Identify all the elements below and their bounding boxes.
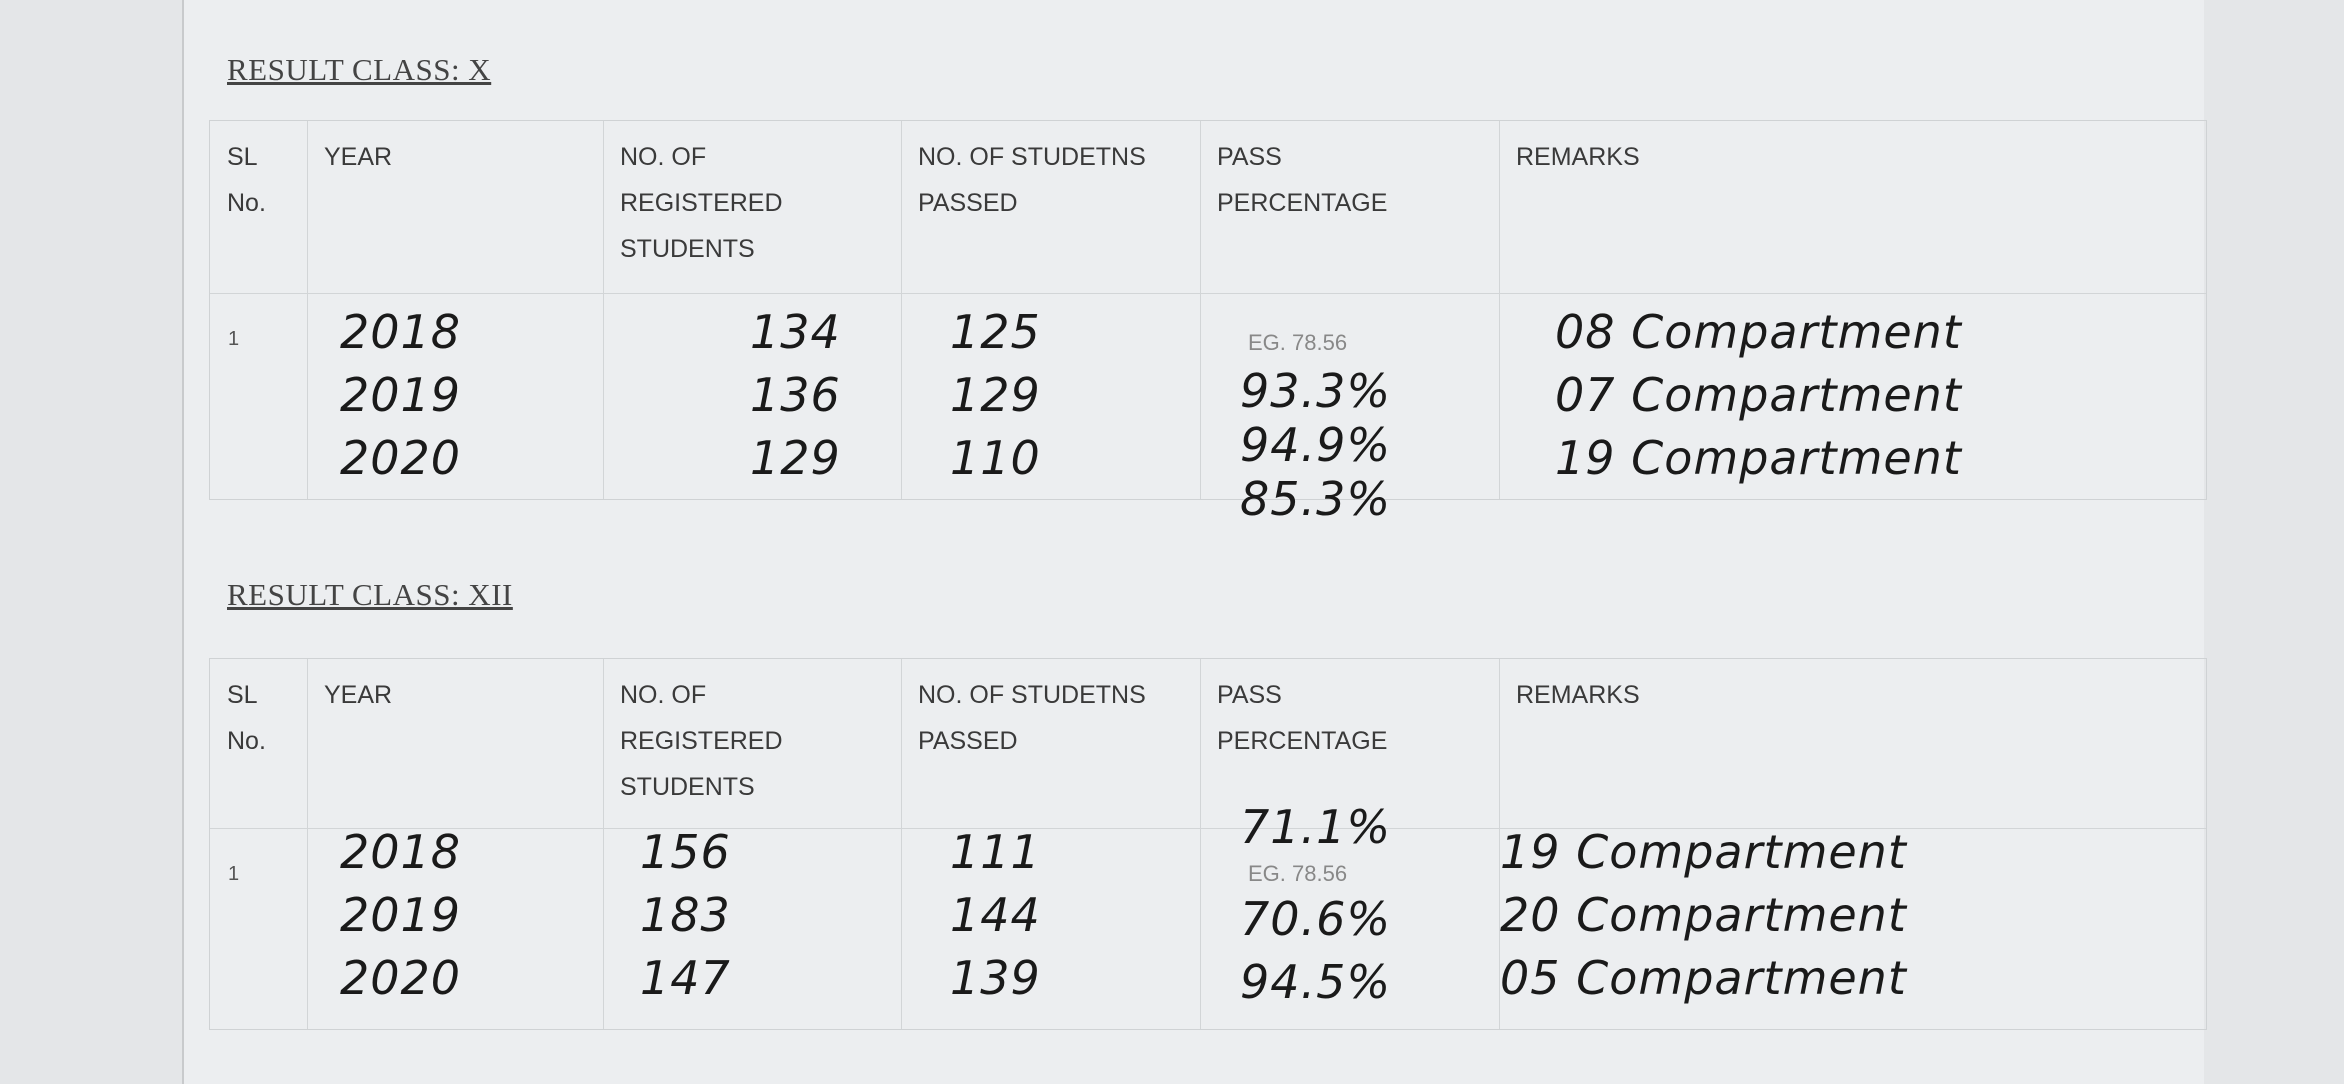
percentage-placeholder: EG. 78.56 <box>1248 861 1348 886</box>
cell-passed: 144 <box>950 888 1041 942</box>
cell-year: 2020 <box>340 431 462 485</box>
cell-registered: 134 <box>750 305 841 359</box>
cell-remarks: 19 Compartment <box>1555 431 1962 485</box>
cell-passed: 139 <box>950 951 1041 1005</box>
column-divider <box>901 121 902 499</box>
column-divider <box>1499 121 1500 499</box>
header-percentage: PASS PERCENTAGE <box>1217 143 1388 217</box>
header-registered: NO. OF REGISTERED STUDENTS <box>620 143 783 263</box>
column-divider <box>1499 659 1500 1029</box>
sl-number: 1 <box>228 863 240 885</box>
cell-remarks: 20 Compartment <box>1500 888 1907 942</box>
cell-registered: 183 <box>640 888 731 942</box>
paper-sheet <box>182 0 2204 1084</box>
result-table <box>209 658 2207 1030</box>
cell-registered: 147 <box>640 951 731 1005</box>
cell-percentage: 70.6% <box>1240 892 1392 946</box>
cell-passed: 125 <box>950 305 1041 359</box>
header-percentage: PASS PERCENTAGE <box>1217 681 1388 755</box>
cell-passed: 129 <box>950 368 1041 422</box>
cell-registered: 156 <box>640 825 731 879</box>
cell-percentage: 85.3% <box>1240 472 1392 526</box>
cell-remarks: 08 Compartment <box>1555 305 1962 359</box>
column-divider <box>307 659 308 1029</box>
header-sl: SL No. <box>227 143 266 217</box>
cell-year: 2019 <box>340 888 462 942</box>
header-year: YEAR <box>324 681 393 709</box>
header-divider <box>210 293 2206 294</box>
section-title: RESULT CLASS: XII <box>227 577 513 612</box>
column-divider <box>1200 121 1201 499</box>
header-passed: NO. OF STUDETNS PASSED <box>918 143 1146 217</box>
cell-year: 2018 <box>340 305 462 359</box>
sl-number: 1 <box>228 328 240 350</box>
cell-remarks: 19 Compartment <box>1500 825 1907 879</box>
header-divider <box>210 828 2206 829</box>
section-title: RESULT CLASS: X <box>227 52 492 87</box>
column-divider <box>307 121 308 499</box>
cell-percentage: 94.5% <box>1240 955 1392 1009</box>
header-year: YEAR <box>324 143 393 171</box>
column-divider <box>603 659 604 1029</box>
cell-passed: 110 <box>950 431 1041 485</box>
cell-percentage: 94.9% <box>1240 418 1392 472</box>
column-divider <box>901 659 902 1029</box>
cell-registered: 136 <box>750 368 841 422</box>
cell-passed: 111 <box>950 825 1041 879</box>
column-divider <box>1200 659 1201 1029</box>
cell-percentage: 93.3% <box>1240 364 1392 418</box>
header-remarks: REMARKS <box>1516 681 1640 709</box>
header-sl: SL No. <box>227 681 266 755</box>
cell-registered: 129 <box>750 431 841 485</box>
cell-year: 2020 <box>340 951 462 1005</box>
cell-year: 2019 <box>340 368 462 422</box>
result-table <box>209 120 2207 500</box>
column-divider <box>603 121 604 499</box>
cell-percentage: 71.1% <box>1240 800 1392 854</box>
percentage-placeholder: EG. 78.56 <box>1248 330 1348 355</box>
header-registered: NO. OF REGISTERED STUDENTS <box>620 681 783 801</box>
header-remarks: REMARKS <box>1516 143 1640 171</box>
cell-remarks: 05 Compartment <box>1500 951 1907 1005</box>
header-passed: NO. OF STUDETNS PASSED <box>918 681 1146 755</box>
cell-year: 2018 <box>340 825 462 879</box>
cell-remarks: 07 Compartment <box>1555 368 1962 422</box>
